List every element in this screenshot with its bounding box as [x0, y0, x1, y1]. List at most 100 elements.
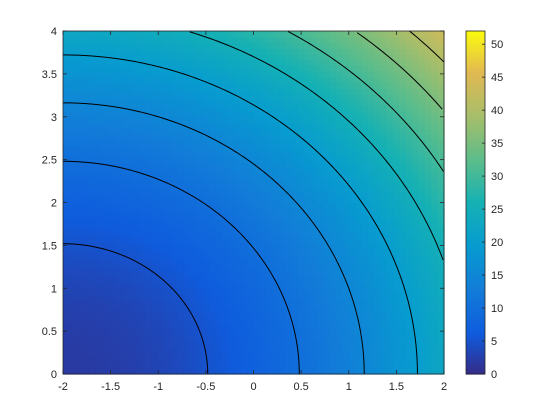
- heatmap-cell: [329, 111, 337, 118]
- heatmap-cell: [380, 76, 388, 84]
- heatmap-cell: [158, 36, 166, 44]
- heatmap-cell: [418, 305, 426, 312]
- heatmap-cell: [215, 139, 223, 146]
- heatmap-cell: [291, 311, 299, 318]
- heatmap-cell: [190, 362, 197, 369]
- heatmap-cell: [221, 105, 229, 112]
- heatmap-cell: [209, 191, 216, 198]
- heatmap-cell: [424, 53, 432, 61]
- heatmap-cell: [209, 156, 216, 164]
- heatmap-cell: [374, 208, 382, 215]
- heatmap-cell: [355, 276, 363, 284]
- colorbar-segment: [466, 162, 485, 166]
- heatmap-cell: [202, 242, 210, 249]
- heatmap-cell: [170, 299, 178, 306]
- heatmap-cell: [380, 276, 388, 284]
- heatmap-cell: [259, 208, 267, 215]
- heatmap-cell: [113, 36, 121, 44]
- heatmap-cell: [393, 293, 401, 301]
- heatmap-cell: [431, 139, 439, 146]
- heatmap-cell: [266, 76, 274, 84]
- heatmap-cell: [164, 36, 172, 44]
- colorbar-segment: [466, 282, 485, 286]
- heatmap-cell: [94, 42, 102, 49]
- heatmap-cell: [329, 311, 337, 318]
- heatmap-cell: [82, 276, 89, 284]
- heatmap-cell: [348, 133, 356, 141]
- heatmap-cell: [158, 231, 166, 238]
- heatmap-cell: [380, 191, 388, 198]
- heatmap-cell: [393, 288, 401, 295]
- heatmap-cell: [272, 173, 280, 181]
- heatmap-cell: [310, 242, 318, 249]
- heatmap-cell: [342, 225, 350, 232]
- heatmap-cell: [355, 242, 363, 249]
- heatmap-cell: [348, 53, 356, 61]
- heatmap-cell: [215, 105, 223, 112]
- heatmap-cell: [342, 231, 350, 238]
- heatmap-cell: [393, 156, 401, 164]
- heatmap-cell: [132, 345, 140, 352]
- heatmap-cell: [317, 122, 324, 129]
- heatmap-cell: [202, 356, 210, 364]
- heatmap-cell: [170, 179, 178, 186]
- heatmap-cell: [297, 311, 305, 318]
- heatmap-cell: [361, 53, 369, 61]
- heatmap-cell: [113, 93, 121, 101]
- heatmap-cell: [94, 362, 102, 369]
- colorbar-segment: [466, 271, 485, 275]
- heatmap-cell: [297, 276, 305, 284]
- heatmap-cell: [132, 328, 140, 335]
- heatmap-cell: [101, 71, 109, 78]
- heatmap-cell: [412, 299, 420, 306]
- heatmap-cell: [94, 122, 102, 129]
- heatmap-cell: [107, 122, 115, 129]
- heatmap-cell: [202, 179, 210, 186]
- heatmap-cell: [278, 42, 286, 49]
- heatmap-cell: [259, 322, 267, 329]
- heatmap-cell: [215, 328, 223, 335]
- heatmap-cell: [323, 213, 331, 221]
- heatmap-cell: [120, 139, 128, 146]
- colorbar-segment: [466, 131, 485, 135]
- heatmap-cell: [177, 219, 185, 226]
- heatmap-cell: [285, 133, 293, 141]
- heatmap-cell: [164, 196, 172, 204]
- heatmap-cell: [437, 265, 445, 272]
- heatmap-cell: [348, 288, 356, 295]
- heatmap-cell: [158, 128, 166, 135]
- heatmap-cell: [361, 328, 369, 335]
- heatmap-cell: [374, 65, 382, 72]
- heatmap-cell: [177, 139, 185, 146]
- heatmap-cell: [329, 225, 337, 232]
- heatmap-cell: [329, 236, 337, 244]
- heatmap-cell: [405, 293, 413, 301]
- heatmap-cell: [151, 356, 159, 364]
- heatmap-cell: [158, 48, 166, 55]
- heatmap-cell: [361, 242, 369, 249]
- colorbar-segment: [466, 156, 485, 161]
- heatmap-cell: [120, 213, 128, 221]
- heatmap-cell: [215, 299, 223, 306]
- heatmap-cell: [336, 242, 343, 249]
- heatmap-cell: [183, 311, 191, 318]
- heatmap-cell: [317, 208, 324, 215]
- heatmap-cell: [437, 231, 445, 238]
- heatmap-cell: [107, 99, 115, 106]
- colorbar-segment: [466, 82, 485, 86]
- heatmap-cell: [291, 248, 299, 255]
- heatmap-cell: [304, 351, 312, 358]
- heatmap-cell: [247, 36, 255, 44]
- heatmap-cell: [132, 82, 140, 89]
- heatmap-cell: [342, 139, 350, 146]
- heatmap-cell: [120, 156, 128, 164]
- heatmap-cell: [190, 271, 197, 278]
- heatmap-cell: [196, 253, 204, 261]
- heatmap-cell: [291, 139, 299, 146]
- heatmap-cell: [88, 59, 96, 66]
- heatmap-cell: [240, 322, 248, 329]
- heatmap-cell: [272, 196, 280, 204]
- heatmap-cell: [405, 59, 413, 66]
- colorbar-segment: [466, 128, 485, 132]
- heatmap-cell: [170, 31, 178, 38]
